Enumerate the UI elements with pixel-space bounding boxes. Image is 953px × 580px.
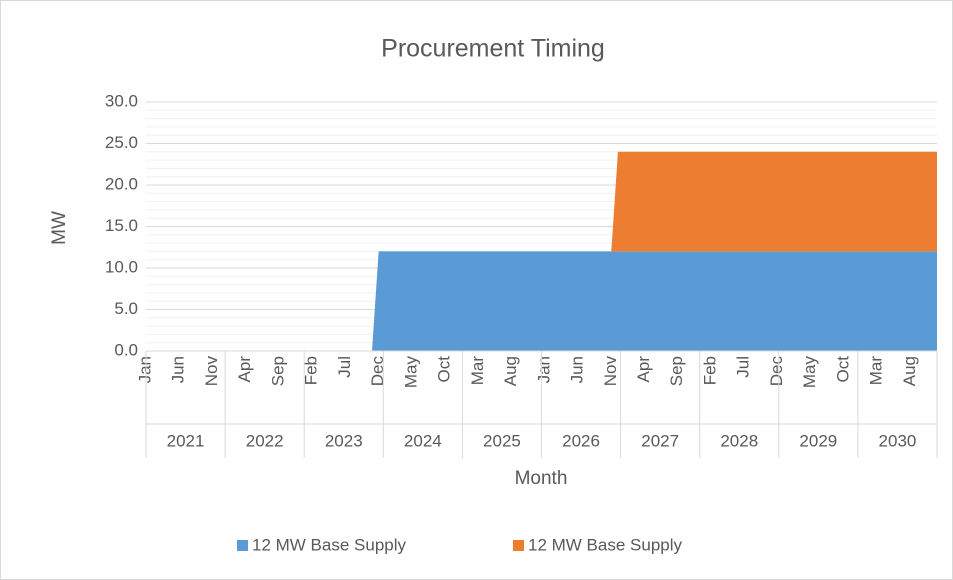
x-tick-label: Sep <box>667 356 686 386</box>
x-tick-label: Jan <box>135 356 154 383</box>
legend-swatch <box>513 540 524 551</box>
area <box>146 251 937 351</box>
x-tick-label: Jul <box>734 356 753 378</box>
x-tick-label: Mar <box>867 356 886 386</box>
x-tick-label: Dec <box>368 356 387 387</box>
x-tick-label: May <box>800 356 819 389</box>
x-tick-label: Sep <box>268 356 287 386</box>
year-label: 2030 <box>879 431 917 450</box>
chart-title: Procurement Timing <box>381 35 605 63</box>
year-label: 2023 <box>325 431 363 450</box>
y-tick-label: 15.0 <box>105 216 138 235</box>
y-tick-label: 20.0 <box>105 174 138 193</box>
x-tick-label: May <box>401 356 420 389</box>
y-tick-label: 0.0 <box>114 340 138 359</box>
y-tick-label: 5.0 <box>114 299 138 318</box>
x-tick-label: Oct <box>435 356 454 383</box>
x-tick-label: Feb <box>700 356 719 385</box>
year-label: 2024 <box>404 431 442 450</box>
year-label: 2021 <box>167 431 205 450</box>
y-tick-label: 30.0 <box>105 91 138 110</box>
x-tick-label: Oct <box>833 356 852 383</box>
y-tick-label: 25.0 <box>105 133 138 152</box>
x-tick-label: Dec <box>767 356 786 387</box>
x-tick-label: Jun <box>169 356 188 383</box>
y-tick-label: 10.0 <box>105 257 138 276</box>
year-label: 2029 <box>799 431 837 450</box>
year-label: 2022 <box>246 431 284 450</box>
x-tick-label: Feb <box>302 356 321 385</box>
x-tick-label: Nov <box>202 356 221 387</box>
x-tick-label: Aug <box>900 356 919 386</box>
year-label: 2028 <box>720 431 758 450</box>
legend-label: 12 MW Base Supply <box>252 535 407 554</box>
x-tick-label: Nov <box>601 356 620 387</box>
legend-label: 12 MW Base Supply <box>528 535 683 554</box>
y-axis-title: MW <box>49 211 70 245</box>
area <box>146 151 937 351</box>
year-label: 2026 <box>562 431 600 450</box>
x-tick-label: Apr <box>235 356 254 383</box>
x-tick-label: Jun <box>568 356 587 383</box>
legend-swatch <box>237 540 248 551</box>
x-tick-label: Aug <box>501 356 520 386</box>
year-label: 2025 <box>483 431 521 450</box>
x-axis-title: Month <box>515 468 568 489</box>
year-label: 2027 <box>641 431 679 450</box>
x-tick-label: Jul <box>335 356 354 378</box>
x-tick-label: Jan <box>534 356 553 383</box>
x-tick-label: Apr <box>634 356 653 383</box>
x-tick-label: Mar <box>468 356 487 386</box>
